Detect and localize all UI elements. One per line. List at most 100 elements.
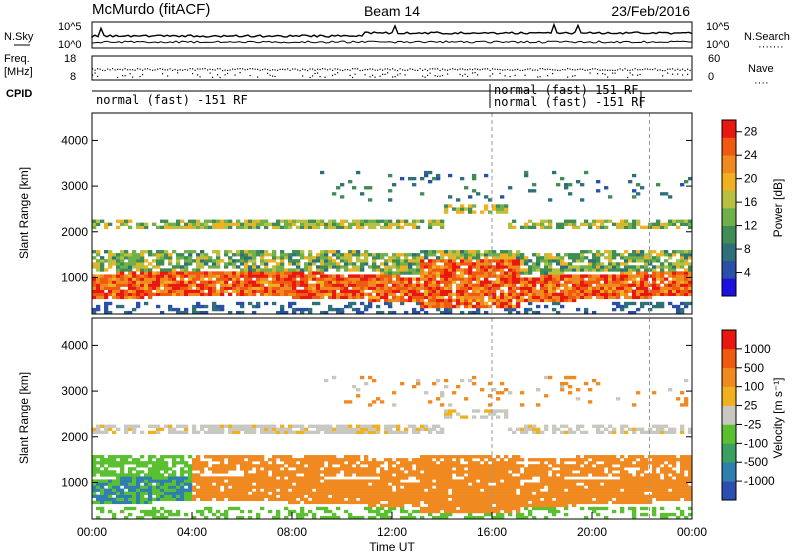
freq-mark	[409, 68, 411, 70]
heatmap-cell	[156, 262, 161, 266]
heatmap-cell	[340, 485, 345, 489]
heatmap-cell	[556, 286, 561, 290]
heatmap-cell	[236, 488, 241, 492]
heatmap-cell	[468, 479, 473, 483]
heatmap-cell	[324, 500, 329, 505]
heatmap-cell	[200, 271, 205, 275]
heatmap-cell	[516, 476, 521, 480]
freq-mark	[249, 68, 251, 70]
heatmap-cell	[480, 476, 485, 480]
heatmap-cell	[124, 280, 129, 284]
heatmap-cell	[508, 500, 513, 505]
heatmap-cell	[116, 485, 121, 489]
heatmap-cell	[472, 298, 477, 303]
heatmap-cell	[360, 461, 365, 465]
heatmap-cell	[404, 280, 409, 284]
heatmap-cell	[116, 219, 121, 223]
heatmap-cell	[432, 250, 437, 254]
heatmap-cell	[240, 286, 245, 290]
heatmap-cell	[148, 512, 153, 517]
heatmap-cell	[108, 488, 113, 492]
heatmap-cell	[108, 427, 113, 431]
freq-mark	[487, 68, 489, 70]
heatmap-cell	[660, 250, 665, 254]
heatmap-cell	[524, 424, 529, 428]
heatmap-cell	[484, 415, 489, 419]
heatmap-cell	[356, 280, 361, 284]
heatmap-cell	[404, 286, 409, 290]
heatmap-cell	[620, 280, 625, 284]
heatmap-cell	[548, 286, 553, 290]
heatmap-cell	[364, 500, 369, 505]
heatmap-cell	[504, 295, 509, 300]
heatmap-cell	[456, 292, 461, 297]
heatmap-cell	[376, 298, 381, 303]
heatmap-cell	[448, 503, 453, 508]
heatmap-cell	[100, 473, 105, 477]
freq-mark	[587, 69, 589, 71]
heatmap-cell	[304, 274, 309, 278]
heatmap-cell	[156, 461, 161, 465]
heatmap-cell	[316, 253, 321, 257]
heatmap-cell	[168, 259, 173, 263]
heatmap-cell	[444, 304, 449, 309]
heatmap-cell	[132, 271, 137, 275]
heatmap-cell	[372, 515, 377, 520]
freq-mark	[162, 68, 164, 70]
heatmap-cell	[588, 277, 593, 281]
heatmap-cell	[192, 225, 197, 230]
freq-mark	[347, 68, 349, 71]
heatmap-cell	[160, 271, 165, 275]
heatmap-cell	[484, 265, 489, 269]
heatmap-cell	[512, 256, 517, 260]
heatmap-cell	[240, 250, 245, 254]
heatmap-cell	[532, 265, 537, 269]
heatmap-cell	[304, 286, 309, 290]
heatmap-cell	[312, 500, 317, 505]
heatmap-cell	[108, 491, 113, 495]
heatmap-cell	[172, 274, 177, 278]
heatmap-cell	[440, 491, 445, 495]
heatmap-cell	[132, 286, 137, 290]
freq-mark	[237, 68, 239, 70]
heatmap-cell	[428, 500, 433, 505]
freq-mark	[512, 69, 514, 71]
heatmap-cell	[168, 268, 173, 272]
freq-mark	[687, 68, 689, 70]
heatmap-cell	[684, 292, 689, 297]
heatmap-cell	[352, 458, 357, 462]
heatmap-cell	[396, 485, 401, 489]
heatmap-cell	[628, 253, 633, 257]
heatmap-cell	[332, 458, 337, 462]
heatmap-cell	[604, 295, 609, 300]
heatmap-cell	[480, 283, 485, 287]
heatmap-cell	[328, 509, 333, 514]
heatmap-cell	[280, 259, 285, 263]
heatmap-cell	[424, 310, 429, 315]
freq-mark	[142, 69, 144, 71]
heatmap-cell	[352, 277, 357, 281]
heatmap-cell	[104, 307, 109, 312]
heatmap-cell	[356, 295, 361, 300]
heatmap-cell	[436, 286, 441, 290]
heatmap-cell	[160, 476, 165, 480]
heatmap-cell	[132, 494, 137, 498]
heatmap-cell	[124, 253, 129, 257]
heatmap-cell	[252, 464, 257, 468]
heatmap-cell	[632, 289, 637, 293]
heatmap-cell	[276, 515, 281, 520]
heatmap-cell	[488, 304, 493, 309]
heatmap-cell	[424, 455, 429, 459]
freq-mark	[552, 69, 554, 71]
freq-mark	[417, 69, 419, 72]
heatmap-cell	[424, 262, 429, 266]
heatmap-cell	[528, 470, 533, 474]
heatmap-cell	[404, 515, 409, 520]
heatmap-cell	[548, 198, 553, 202]
heatmap-cell	[244, 427, 249, 431]
heatmap-cell	[616, 253, 621, 257]
heatmap-cell	[632, 268, 637, 272]
heatmap-cell	[260, 506, 265, 511]
heatmap-cell	[228, 479, 233, 483]
nave-mark	[437, 75, 439, 78]
